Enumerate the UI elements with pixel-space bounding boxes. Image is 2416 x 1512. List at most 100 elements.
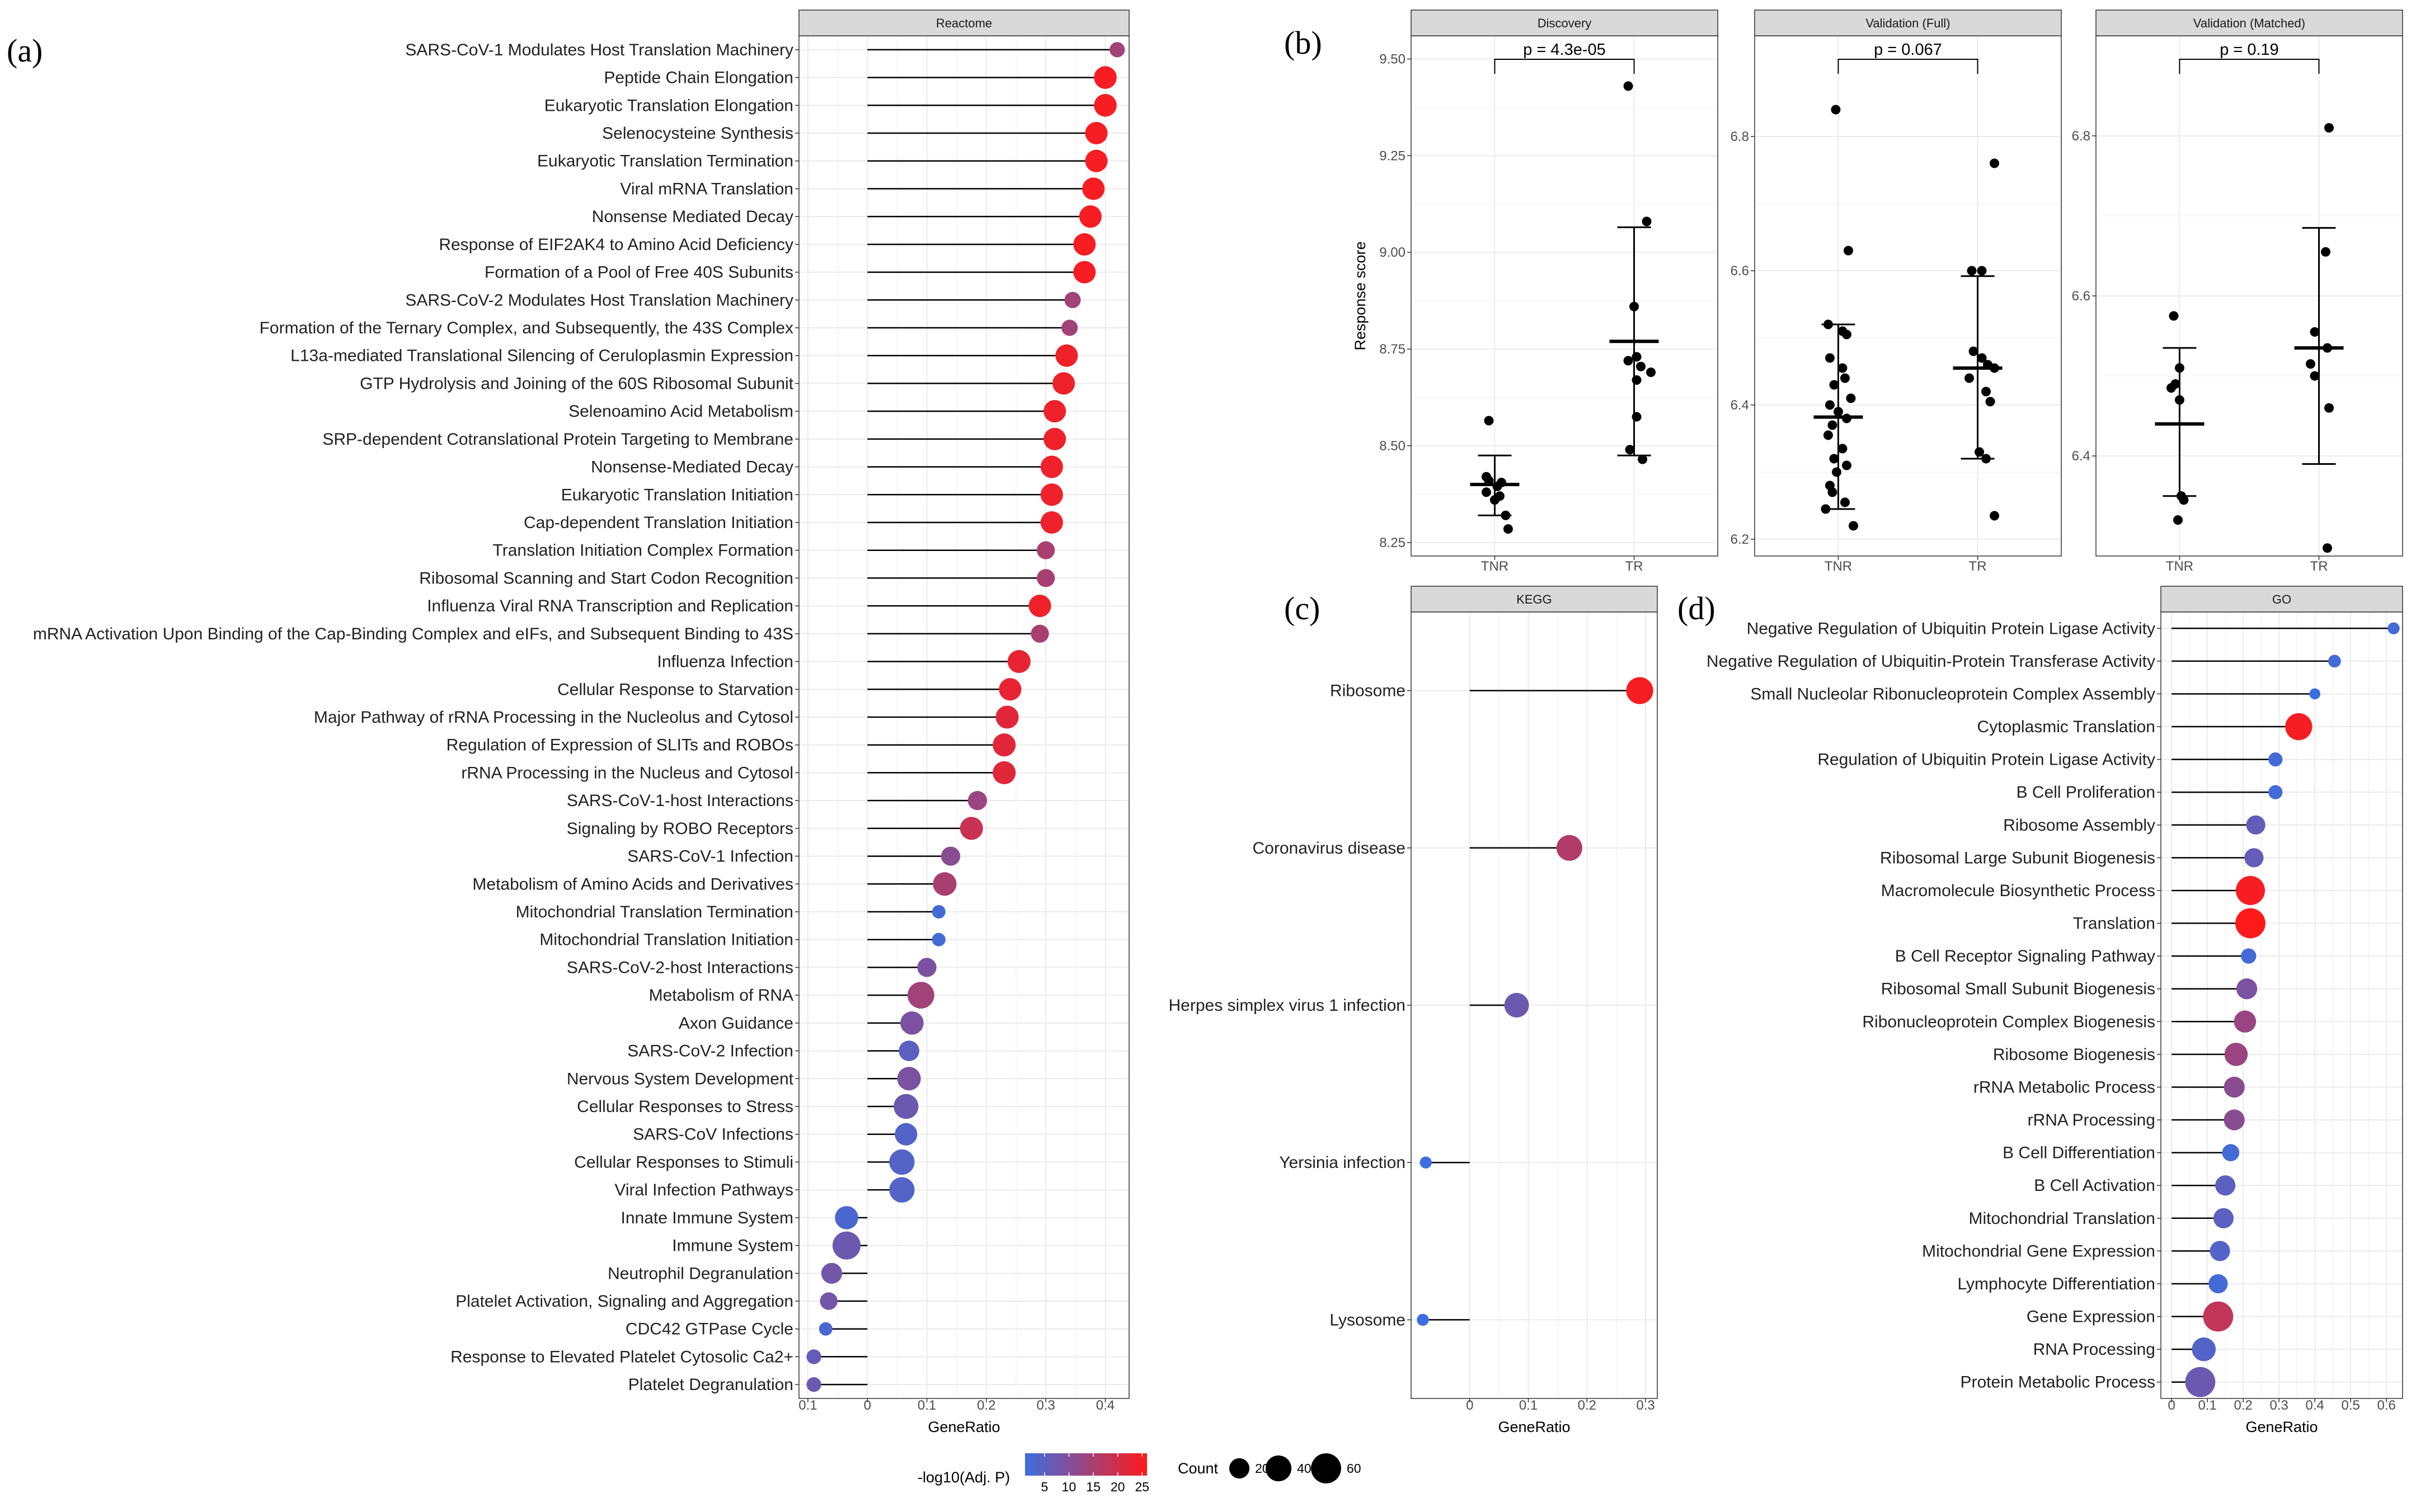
category-label: Regulation of Ubiquitin Protein Ligase A… — [1817, 751, 2155, 769]
data-point — [1981, 454, 1991, 464]
lollipop-point — [2309, 688, 2321, 700]
category-label: Nervous System Development — [567, 1070, 794, 1088]
category-label: Neutrophil Degranulation — [608, 1264, 793, 1283]
category-label: Metabolism of RNA — [649, 986, 793, 1005]
category-label: Herpes simplex virus 1 infection — [1168, 996, 1406, 1015]
data-point — [1481, 487, 1491, 497]
lollipop-point — [2236, 978, 2258, 1000]
category-label: RNA Processing — [2033, 1340, 2155, 1359]
discovery-chart: 8.25 8.50 8.75 9.00 9.25 9.50 TNR TR p = 4.3e-05… — [1352, 10, 1718, 574]
x-tick-label: 0.2 — [977, 1398, 995, 1413]
x-category-label: TNR — [1481, 559, 1508, 574]
category-label: Mitochondrial Gene Expression — [1922, 1242, 2155, 1260]
data-point — [1837, 363, 1848, 373]
size-legend-dot — [1265, 1455, 1292, 1482]
size-legend-label: 60 — [1347, 1461, 1361, 1476]
p-value-label: p = 4.3e-05 — [1523, 41, 1606, 59]
category-label: Nonsense Mediated Decay — [592, 208, 793, 226]
lollipop-point — [2235, 908, 2265, 939]
x-tick-label: 0.4 — [2306, 1398, 2324, 1413]
category-label: Ribosomal Scanning and Start Codon Recog… — [419, 569, 793, 587]
validation-full-chart: 6.2 6.4 6.6 6.8 TNR TR p = 0.067 Validation (Fu… — [1731, 10, 2062, 574]
y-tick-label: 6.4 — [2072, 449, 2090, 464]
data-point — [1827, 420, 1837, 430]
lollipop-point — [941, 846, 961, 866]
category-label: rRNA Processing in the Nucleus and Cytos… — [461, 764, 793, 782]
lollipop-point — [1040, 455, 1063, 478]
category-label: Influenza Infection — [657, 653, 793, 671]
data-point — [1967, 266, 1977, 276]
category-label: Translation — [2073, 915, 2155, 933]
category-label: L13a-mediated Translational Silencing of… — [290, 347, 793, 365]
lollipop-point — [908, 982, 934, 1009]
lollipop-point — [889, 1177, 915, 1203]
category-label: Ribosome — [1330, 682, 1406, 700]
lollipop-point — [2213, 1208, 2234, 1228]
x-tick-label: 0.3 — [1036, 1398, 1055, 1413]
category-label: Mitochondrial Translation Termination — [516, 903, 793, 921]
panel-strip — [798, 10, 1130, 36]
data-point — [2169, 311, 2179, 321]
x-tick-label: 0.3 — [2270, 1398, 2288, 1413]
data-point — [1825, 400, 1835, 410]
data-point — [1977, 353, 1987, 363]
data-point — [1843, 246, 1853, 256]
lollipop-point — [821, 1263, 843, 1284]
category-label: Signaling by ROBO Receptors — [567, 819, 793, 838]
category-label: Eukaryotic Translation Elongation — [544, 96, 793, 115]
size-legend-dot — [1311, 1453, 1341, 1483]
panel-strip — [1754, 10, 2062, 36]
data-point — [1833, 407, 1843, 417]
data-point — [2173, 515, 2183, 525]
lollipop-point — [2192, 1337, 2216, 1362]
y-tick-label: 9.25 — [1379, 148, 1406, 163]
lollipop-point — [2328, 654, 2341, 668]
category-label: Coronavirus disease — [1253, 839, 1406, 858]
lollipop-point — [1007, 650, 1031, 673]
lollipop-point — [897, 1067, 921, 1091]
panel-letter-c: (c) — [1284, 590, 1320, 627]
lollipop-point — [820, 1292, 838, 1310]
lollipop-point — [1031, 624, 1049, 643]
lollipop-point — [2234, 1010, 2257, 1033]
lollipop-point — [1073, 233, 1096, 256]
y-tick-label: 8.25 — [1379, 535, 1406, 550]
data-point — [1841, 460, 1851, 470]
lollipop-point — [2222, 1144, 2240, 1161]
lollipop-point — [1094, 93, 1117, 117]
lollipop-point — [806, 1377, 821, 1392]
category-label: SARS-CoV-2-host Interactions — [567, 958, 793, 977]
data-point — [2310, 371, 2320, 381]
x-tick-label: 0 — [1466, 1398, 1473, 1413]
category-label: Major Pathway of rRNA Processing in the … — [314, 708, 793, 727]
lollipop-point — [999, 678, 1022, 701]
data-point — [2323, 343, 2333, 353]
category-label: Ribosome Assembly — [2003, 816, 2155, 835]
category-label: Viral Infection Pathways — [614, 1181, 793, 1199]
panel-title: KEGG — [1516, 592, 1552, 606]
lollipop-point — [1037, 569, 1055, 587]
panel-title: GO — [2272, 592, 2291, 606]
category-label: Ribosome Biogenesis — [1993, 1045, 2155, 1064]
lollipop-point — [2208, 1274, 2228, 1294]
category-label: Gene Expression — [2027, 1308, 2155, 1326]
data-point — [1821, 504, 1831, 514]
data-point — [1964, 373, 1975, 383]
category-label: SARS-CoV-2 Modulates Host Translation Ma… — [405, 291, 793, 309]
category-label: mRNA Activation Upon Binding of the Cap-… — [33, 625, 793, 643]
color-legend-tick: 10 — [1062, 1480, 1077, 1494]
lollipop-point — [1055, 344, 1078, 367]
data-point — [2321, 247, 2331, 257]
lollipop-point — [993, 761, 1016, 784]
lollipop-point — [2185, 1367, 2216, 1397]
x-category-label: TR — [2310, 559, 2328, 574]
category-label: CDC42 GTPase Cycle — [626, 1320, 793, 1339]
category-label: Regulation of Expression of SLITs and RO… — [446, 736, 793, 755]
x-axis-title: GeneRatio — [928, 1419, 1000, 1435]
lollipop-point — [1504, 993, 1529, 1018]
color-legend-tick: 5 — [1041, 1480, 1048, 1494]
data-point — [1503, 524, 1513, 534]
lollipop-point — [900, 1011, 924, 1035]
